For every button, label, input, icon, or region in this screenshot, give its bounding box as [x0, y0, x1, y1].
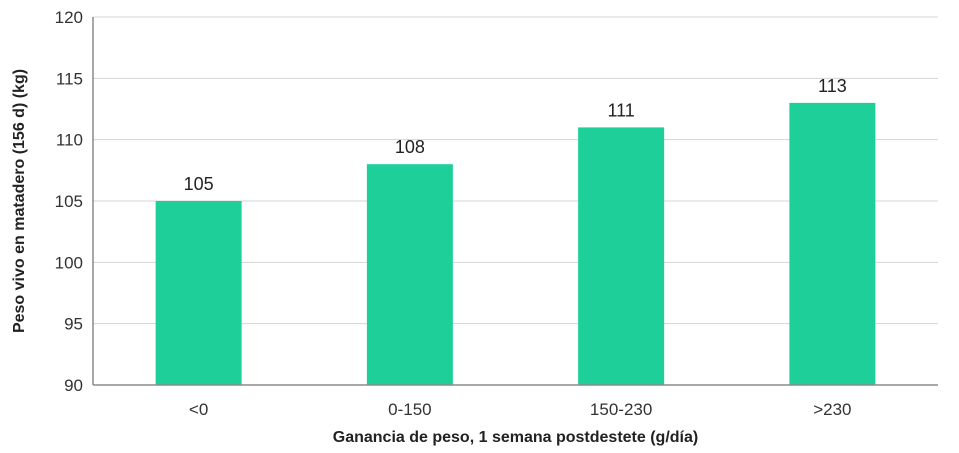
y-tick-label: 105 — [55, 192, 83, 211]
bar-value-label: 111 — [607, 100, 634, 120]
x-tick-label: <0 — [189, 400, 208, 419]
y-tick-label: 90 — [64, 376, 83, 395]
y-tick-label: 115 — [56, 69, 83, 88]
x-tick-label: 150-230 — [590, 400, 652, 419]
data-labels: 105 108 111 113 — [184, 76, 847, 194]
y-axis-title: Peso vivo en matadero (156 d) (kg) — [11, 69, 28, 333]
y-tick-label: 95 — [64, 315, 83, 334]
bar-value-label: 113 — [818, 76, 847, 96]
bar — [366, 164, 453, 385]
bar — [578, 127, 665, 386]
y-tick-labels: 90 95 100 105 110 115 120 — [55, 8, 83, 395]
bar-value-label: 105 — [184, 174, 214, 194]
bar — [789, 102, 876, 385]
x-axis-title: Ganancia de peso, 1 semana postdestete (… — [333, 429, 698, 446]
x-tick-label: >230 — [813, 400, 851, 419]
axes — [92, 17, 938, 386]
bar-value-label: 108 — [395, 137, 425, 157]
bar — [155, 201, 242, 385]
x-tick-labels: <0 0-150 150-230 >230 — [189, 400, 852, 419]
bars — [155, 102, 876, 386]
x-tick-label: 0-150 — [388, 400, 431, 419]
y-tick-label: 110 — [56, 131, 83, 150]
y-tick-label: 120 — [55, 8, 83, 27]
y-tick-label: 100 — [55, 253, 83, 272]
